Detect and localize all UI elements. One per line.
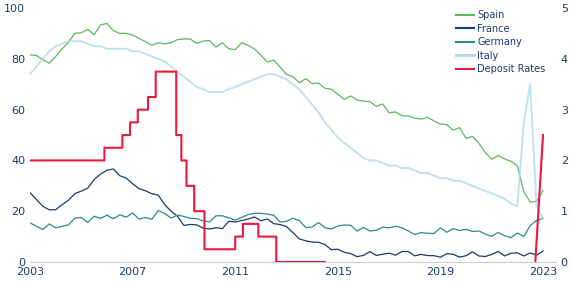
Deposit Rates <box>190 184 197 187</box>
Deposit Rates <box>145 108 152 111</box>
Deposit Rates <box>101 159 108 162</box>
France <box>456 255 463 259</box>
Deposit Rates <box>232 248 239 251</box>
Italy <box>475 187 482 190</box>
Deposit Rates <box>119 133 126 137</box>
Germany <box>507 236 514 239</box>
France <box>437 255 444 259</box>
Line: Spain: Spain <box>30 23 543 202</box>
Germany <box>315 221 322 224</box>
Deposit Rates <box>173 70 180 73</box>
France <box>315 241 322 244</box>
Italy <box>450 179 456 182</box>
Germany <box>353 229 360 233</box>
Deposit Rates <box>240 235 247 238</box>
Deposit Rates <box>101 146 108 149</box>
Deposit Rates <box>247 222 254 226</box>
Line: Deposit Rates: Deposit Rates <box>30 72 543 281</box>
Italy <box>495 194 502 198</box>
Spain <box>104 22 110 25</box>
Line: Italy: Italy <box>30 41 543 219</box>
Deposit Rates <box>178 133 185 137</box>
Deposit Rates <box>201 210 208 213</box>
Deposit Rates <box>321 265 328 269</box>
Italy <box>353 151 360 155</box>
Legend: Spain, France, Germany, Italy, Deposit Rates: Spain, France, Germany, Italy, Deposit R… <box>456 10 546 74</box>
Deposit Rates <box>273 260 280 264</box>
Deposit Rates <box>173 133 180 137</box>
Deposit Rates <box>532 260 539 264</box>
Line: Germany: Germany <box>30 210 543 238</box>
Deposit Rates <box>532 260 539 264</box>
Germany <box>450 227 456 230</box>
France <box>353 255 360 258</box>
Deposit Rates <box>273 235 280 238</box>
Deposit Rates <box>539 133 546 137</box>
Deposit Rates <box>26 159 33 162</box>
Deposit Rates <box>255 235 262 238</box>
Deposit Rates <box>178 159 185 162</box>
Deposit Rates <box>321 260 328 264</box>
France <box>411 254 418 258</box>
Spain <box>315 81 322 85</box>
France <box>501 254 508 258</box>
Deposit Rates <box>145 95 152 99</box>
Deposit Rates <box>134 108 141 111</box>
Spain <box>527 200 534 204</box>
Germany <box>155 209 162 212</box>
Germany <box>539 217 546 220</box>
Deposit Rates <box>183 184 190 187</box>
Spain <box>450 128 456 132</box>
Spain <box>475 141 482 145</box>
Spain <box>26 53 33 56</box>
France <box>26 191 33 194</box>
Spain <box>539 189 546 192</box>
France <box>539 249 546 253</box>
Deposit Rates <box>247 222 254 226</box>
Deposit Rates <box>190 210 197 213</box>
France <box>482 255 488 258</box>
Deposit Rates <box>232 235 239 238</box>
Spain <box>495 154 502 157</box>
Italy <box>65 39 72 43</box>
Italy <box>539 217 546 221</box>
Deposit Rates <box>126 121 133 124</box>
Deposit Rates <box>358 270 364 274</box>
Deposit Rates <box>358 265 364 269</box>
Deposit Rates <box>240 222 247 226</box>
Germany <box>26 221 33 225</box>
Germany <box>411 233 418 236</box>
Spain <box>411 116 418 120</box>
Deposit Rates <box>183 159 190 162</box>
Italy <box>411 169 418 172</box>
Spain <box>353 98 360 102</box>
Germany <box>495 231 502 234</box>
France <box>110 167 117 171</box>
Deposit Rates <box>201 248 208 251</box>
Deposit Rates <box>152 95 159 99</box>
Italy <box>315 110 322 114</box>
Deposit Rates <box>126 133 133 137</box>
Italy <box>26 72 33 76</box>
Deposit Rates <box>255 222 262 226</box>
Line: France: France <box>30 169 543 257</box>
Germany <box>475 229 482 233</box>
Deposit Rates <box>152 70 159 73</box>
Deposit Rates <box>134 121 141 124</box>
Deposit Rates <box>119 146 126 149</box>
